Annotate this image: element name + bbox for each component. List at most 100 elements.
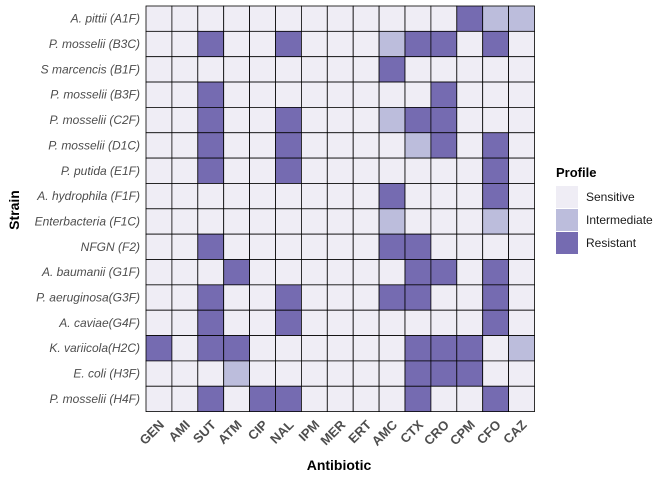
x-tick-label: ATM [215,417,245,447]
heatmap-cell [508,284,535,311]
heatmap-cell [378,30,406,58]
heatmap-cell [430,259,458,286]
y-tick-label: A. hydrophila (F1F) [36,189,140,203]
heatmap-cell [223,30,250,58]
heatmap-cell [171,5,199,32]
heatmap-cell [145,309,173,336]
heatmap-cell [326,385,354,413]
heatmap-cell [275,284,302,311]
heatmap-cell [145,385,173,413]
heatmap-cell [482,132,510,159]
heatmap-cell [249,56,276,83]
heatmap-cell [171,132,199,159]
heatmap-cell [352,5,380,32]
heatmap-cell [171,259,199,286]
heatmap-cell [456,56,484,83]
heatmap-cell [404,132,432,159]
y-tick-label: S marcencis (B1F) [41,62,140,76]
heatmap-cell [275,360,302,387]
heatmap-cell [249,81,276,108]
heatmap-cell [197,284,225,311]
heatmap-cell [171,208,199,235]
heatmap-cell [197,360,225,387]
heatmap-cell [508,5,535,32]
heatmap-cell [456,30,484,58]
heatmap-cell [223,183,250,210]
heatmap-cell [508,157,535,184]
heatmap-cell [249,183,276,210]
y-tick-label: A. caviae(G4F) [58,316,140,330]
heatmap-cell [326,360,354,387]
legend-swatch [556,232,578,254]
heatmap-cell [145,5,173,32]
heatmap-cell [508,30,535,58]
heatmap-cell [326,107,354,134]
heatmap-cell [456,208,484,235]
x-tick-label: IPM [296,417,323,444]
heatmap-cell [430,385,458,413]
heatmap-cell [145,30,173,58]
heatmap-cell [482,56,510,83]
heatmap-cell [482,5,510,32]
heatmap-cell [197,183,225,210]
heatmap-cell [249,157,276,184]
heatmap-cell [456,385,484,413]
heatmap-cell [223,157,250,184]
heatmap-cell [171,233,199,260]
heatmap-cell [275,233,302,260]
heatmap-cell [249,259,276,286]
heatmap-cell [404,107,432,134]
heatmap-cell [223,5,250,32]
heatmap-cell [456,360,484,387]
heatmap-cell [456,81,484,108]
heatmap-cell [378,157,406,184]
heatmap-cell [482,81,510,108]
heatmap-cell [300,208,328,235]
x-tick-label: CIP [245,417,271,443]
heatmap-cell [300,107,328,134]
heatmap-cell [456,132,484,159]
heatmap-cells [145,5,535,413]
y-tick-label: P. mosselii (B3C) [49,37,140,51]
heatmap-cell [352,183,380,210]
heatmap-cell [171,183,199,210]
heatmap-cell [275,335,302,362]
heatmap-cell [300,233,328,260]
heatmap-cell [197,335,225,362]
x-tick-label: CAZ [500,417,530,447]
heatmap-cell [404,30,432,58]
heatmap-cell [482,284,510,311]
heatmap-cell [197,385,225,413]
heatmap-cell [275,157,302,184]
heatmap-cell [430,335,458,362]
heatmap-cell [300,183,328,210]
y-tick-labels: A. pittii (A1F) P. mosselii (B3C) S marcen… [35,12,140,406]
heatmap-cell [508,259,535,286]
legend-swatch [556,209,578,231]
heatmap-cell [300,360,328,387]
legend-label: Resistant [586,236,637,250]
y-tick-label: K. variicola(H2C) [49,341,140,355]
heatmap-cell [430,284,458,311]
heatmap-cell [404,56,432,83]
heatmap-cell [482,259,510,286]
heatmap-cell [145,233,173,260]
heatmap-cell [508,335,535,362]
y-tick-label: A. pittii (A1F) [70,12,140,26]
heatmap-cell [430,132,458,159]
heatmap-cell [145,335,173,362]
heatmap-cell [223,259,250,286]
heatmap-cell [508,233,535,260]
x-tick-label: AMI [166,417,193,444]
heatmap-cell [508,56,535,83]
heatmap-cell [275,259,302,286]
heatmap-cell [456,309,484,336]
heatmap-cell [300,81,328,108]
heatmap-cell [378,233,406,260]
heatmap-cell [326,183,354,210]
legend-swatch [556,186,578,208]
heatmap-cell [482,335,510,362]
heatmap-cell [456,157,484,184]
y-axis-title: Strain [6,190,22,230]
heatmap-cell [326,56,354,83]
